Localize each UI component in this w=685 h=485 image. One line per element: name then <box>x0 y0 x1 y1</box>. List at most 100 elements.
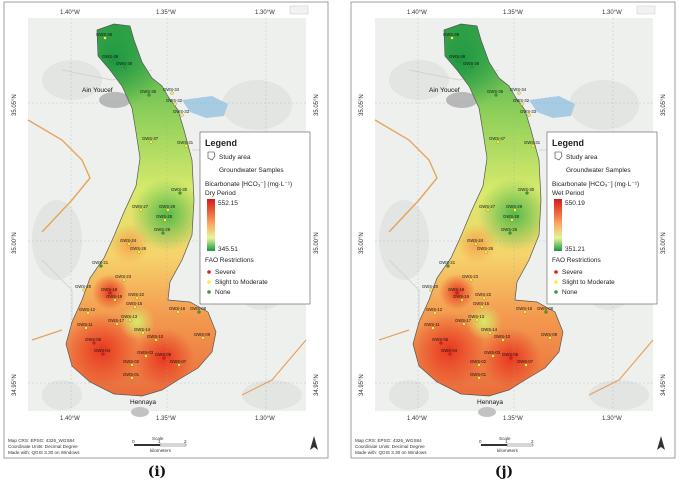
sample-point <box>122 278 126 282</box>
sample-point <box>176 310 180 314</box>
legend-severe: Severe <box>215 269 236 276</box>
sample-label: GWS-03 <box>137 350 154 355</box>
sample-point <box>173 102 177 106</box>
sample-point <box>184 144 188 148</box>
sample-label: GWS-14 <box>134 327 151 332</box>
sample-label: GWS-08 <box>190 306 207 311</box>
legend-severe: Severe <box>562 269 583 276</box>
sample-point <box>544 310 548 314</box>
sample-point <box>82 288 86 292</box>
qgis-logo-icon <box>289 5 309 15</box>
sample-label: GWS-17 <box>455 318 472 323</box>
sample-label: GWS-36 <box>116 61 133 66</box>
sample-point <box>177 363 181 367</box>
sample-label: GWS-06 <box>502 352 519 357</box>
legend-colorbar <box>554 199 562 251</box>
axis-top-label: 1.30°W <box>602 10 622 16</box>
sample-point <box>525 191 529 195</box>
footer-units: Coordinate Units: Decimal Degree <box>355 444 425 449</box>
sample-label: GWS-23 <box>462 274 479 279</box>
legend-none: None <box>215 289 231 296</box>
sample-label: GWS-17 <box>108 318 125 323</box>
sample-label: GWS-19 <box>106 294 123 299</box>
sample-label: GWS-24 <box>467 238 484 243</box>
sample-label: GWS-13 <box>468 314 485 319</box>
sample-label: GWS-16 <box>169 306 186 311</box>
sample-label: GWS-37 <box>489 136 506 141</box>
scale-1: 1 <box>505 439 508 444</box>
sample-point <box>178 191 182 195</box>
figure-label-i: (i) <box>147 464 167 480</box>
sample-point <box>470 65 474 69</box>
sample-point <box>115 322 119 326</box>
footer-made: Made with: QGIS 3.30 on Windows <box>8 450 80 455</box>
sample-label: GWS-31 <box>177 140 194 145</box>
sample-label: GWS-04 <box>94 348 111 353</box>
axis-bottom-label: 1.30°W <box>602 416 622 422</box>
sample-point <box>455 291 459 295</box>
sample-label: GWS-12 <box>426 307 443 312</box>
sample-label: GWS-01 <box>470 372 487 377</box>
sample-label: GWS-01 <box>123 372 140 377</box>
axis-bottom-label: 1.40°W <box>60 416 80 422</box>
sample-point <box>520 102 524 106</box>
sample-label: GWS-05 <box>432 337 449 342</box>
sample-label: GWS-39 <box>96 32 113 37</box>
map-panel-dry: GWS-39 GWS-38 GWS-36 GWS-35 GWS-34 GWS-32 GWS-… <box>2 0 332 485</box>
sample-point <box>144 354 148 358</box>
sample-label: GWS-13 <box>121 314 138 319</box>
map-panel-wet: GWS-39 GWS-38 GWS-36 GWS-35 GWS-34 GWS-32 GWS-… <box>349 0 679 485</box>
sample-point <box>130 363 134 367</box>
sample-point <box>147 93 151 97</box>
sample-label: GWS-20 <box>75 284 92 289</box>
sample-point <box>450 36 454 40</box>
sample-point <box>149 140 153 144</box>
scale-bar-a <box>134 444 160 446</box>
study-area-outline <box>65 23 217 397</box>
sample-label: GWS-32 <box>513 98 530 103</box>
town-area-south <box>131 407 149 417</box>
axis-top-label: 1.35°W <box>503 10 523 16</box>
sample-label: GWS-34 <box>163 87 180 92</box>
axis-left-label: 35.05°N <box>359 94 365 116</box>
sample-point <box>524 363 528 367</box>
scale-title: Scale <box>152 436 164 441</box>
sample-point <box>92 341 96 345</box>
map-svg-dry: GWS-39 GWS-38 GWS-36 GWS-35 GWS-34 GWS-32 GWS-… <box>3 1 329 459</box>
axis-bottom-label: 1.35°W <box>503 416 523 422</box>
sample-label: GWS-07 <box>170 359 187 364</box>
sample-label: GWS-07 <box>517 359 534 364</box>
sample-point <box>488 331 492 335</box>
sample-label: GWS-11 <box>424 322 440 327</box>
sample-label: GWS-15 <box>473 301 490 306</box>
sample-point <box>130 376 134 380</box>
sample-label: GWS-23 <box>115 274 132 279</box>
sample-label: GWS-19 <box>453 294 470 299</box>
sample-point <box>139 208 143 212</box>
sample-label: GWS-09 <box>541 332 558 337</box>
legend-max: 552.15 <box>218 200 238 207</box>
sample-point <box>108 291 112 295</box>
sample-point <box>101 352 105 356</box>
axis-right-label: 34.95°N <box>314 374 320 396</box>
axis-left-label: 35.00°N <box>12 232 18 254</box>
legend-title: Legend <box>205 138 237 148</box>
sample-point <box>162 356 166 360</box>
sample-point <box>180 113 184 117</box>
sample-label: GWS-37 <box>142 136 159 141</box>
sample-point <box>446 264 450 268</box>
sample-label: GWS-22 <box>128 292 145 297</box>
sample-label: GWS-02 <box>123 359 140 364</box>
scale-bar-b <box>506 443 534 447</box>
sample-point <box>513 208 517 212</box>
axis-left-label: 35.05°N <box>12 94 18 116</box>
sample-point <box>456 58 460 62</box>
sample-point <box>201 336 205 340</box>
scale-units: kilometers <box>150 448 172 453</box>
sample-label: GWS-11 <box>77 322 93 327</box>
legend-fao: FAO Restrictions <box>205 257 255 264</box>
legend-samples: Groundwater Samples <box>566 167 631 174</box>
figure-label-j: (j) <box>494 464 514 480</box>
town-area <box>446 92 478 108</box>
legend-max: 550.19 <box>565 200 585 207</box>
